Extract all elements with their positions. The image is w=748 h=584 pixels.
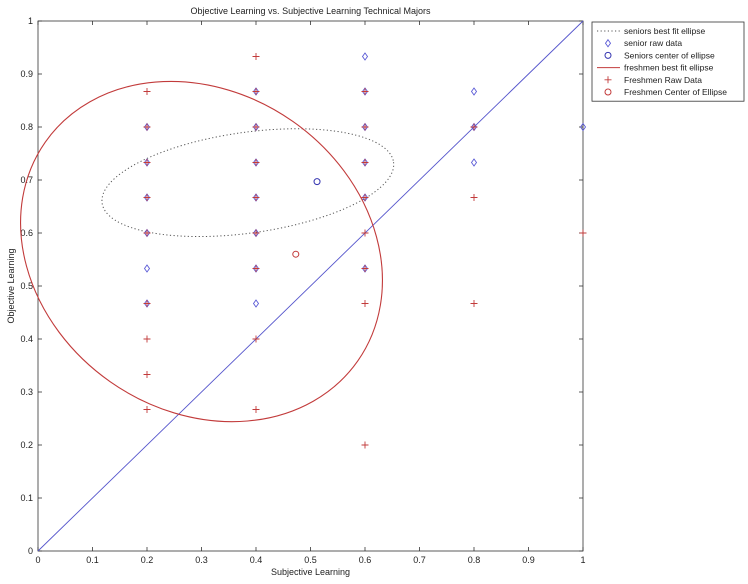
y-tick-label: 0 <box>28 546 33 556</box>
data-point <box>361 87 369 95</box>
legend-marker-swatch <box>604 76 612 84</box>
data-point <box>470 123 478 131</box>
data-point <box>470 158 478 167</box>
identity-line <box>37 20 584 552</box>
legend-entry-label: seniors best fit ellipse <box>624 26 706 36</box>
x-tick-label: 0.1 <box>86 555 99 565</box>
x-tick-label: 0.7 <box>413 555 426 565</box>
y-tick-label: 1 <box>28 16 33 26</box>
data-point <box>143 193 151 201</box>
data-point <box>252 229 260 237</box>
data-point <box>470 193 478 201</box>
y-tick-label: 0.4 <box>20 334 33 344</box>
x-tick-label: 0.4 <box>250 555 263 565</box>
x-tick-label: 0.8 <box>468 555 481 565</box>
series-5 <box>292 250 300 258</box>
series-4 <box>143 53 587 449</box>
data-point <box>470 299 478 307</box>
data-point <box>361 441 369 449</box>
legend-box <box>591 21 745 102</box>
data-point <box>143 299 151 307</box>
data-point <box>143 159 151 167</box>
legend-entry-label: Seniors center of ellipse <box>624 50 715 60</box>
data-point <box>361 159 369 167</box>
data-point <box>252 159 260 167</box>
data-point <box>143 371 151 379</box>
data-point <box>292 250 300 258</box>
data-point <box>143 229 151 237</box>
data-point <box>143 264 151 273</box>
legend-entry-label: senior raw data <box>624 38 682 48</box>
data-point <box>143 405 151 413</box>
x-tick-label: 0.3 <box>195 555 208 565</box>
y-tick-label: 0.8 <box>20 122 33 132</box>
data-point <box>361 299 369 307</box>
x-tick-label: 0.5 <box>304 555 317 565</box>
legend-entry-label: freshmen best fit ellipse <box>624 63 714 73</box>
data-point <box>579 229 587 237</box>
data-point <box>361 123 369 131</box>
seniors-ellipse <box>101 128 395 238</box>
legend-marker-swatch <box>604 51 612 59</box>
series-2 <box>313 178 321 186</box>
data-point <box>252 123 260 131</box>
data-point <box>143 123 151 131</box>
legend-marker-swatch <box>604 88 612 96</box>
x-tick-label: 0 <box>35 555 40 565</box>
y-tick-label: 0.2 <box>20 440 33 450</box>
legend-entry-label: Freshmen Center of Ellipse <box>624 87 727 97</box>
data-point <box>361 52 369 61</box>
x-axis-label: Subjective Learning <box>271 567 350 577</box>
chart-title: Objective Learning vs. Subjective Learni… <box>191 6 431 16</box>
legend-entry-label: Freshmen Raw Data <box>624 75 702 85</box>
y-tick-label: 0.1 <box>20 493 33 503</box>
data-point <box>361 193 369 201</box>
data-point <box>252 87 260 95</box>
y-tick-label: 0.6 <box>20 228 33 238</box>
x-tick-label: 0.2 <box>141 555 154 565</box>
x-tick-label: 0.9 <box>522 555 535 565</box>
legend: seniors best fit ellipse senior raw data S… <box>591 21 745 102</box>
data-point <box>252 265 260 273</box>
data-point <box>579 122 587 132</box>
y-tick-label: 0.5 <box>20 281 33 291</box>
y-tick-label: 0.9 <box>20 69 33 79</box>
data-point <box>252 193 260 201</box>
data-point <box>143 335 151 343</box>
data-point <box>361 265 369 273</box>
y-axis-label: Objective Learning <box>6 248 16 323</box>
data-point <box>252 53 260 61</box>
data-point <box>252 405 260 413</box>
legend-marker-swatch <box>604 38 612 48</box>
data-point <box>143 87 151 95</box>
x-tick-label: 1 <box>580 555 585 565</box>
plot-area: 0 0.1 0.2 0.3 0.4 0.5 0.6 0.7 0.8 0.9 1 0 0.1 0.2 0.3 0… <box>20 16 587 565</box>
y-tick-label: 0.3 <box>20 387 33 397</box>
data-point <box>313 178 321 186</box>
data-point <box>470 87 478 96</box>
data-point <box>252 299 260 308</box>
data-point <box>361 229 369 237</box>
x-tick-label: 0.6 <box>359 555 372 565</box>
freshmen-ellipse <box>20 80 383 423</box>
data-point <box>252 335 260 343</box>
